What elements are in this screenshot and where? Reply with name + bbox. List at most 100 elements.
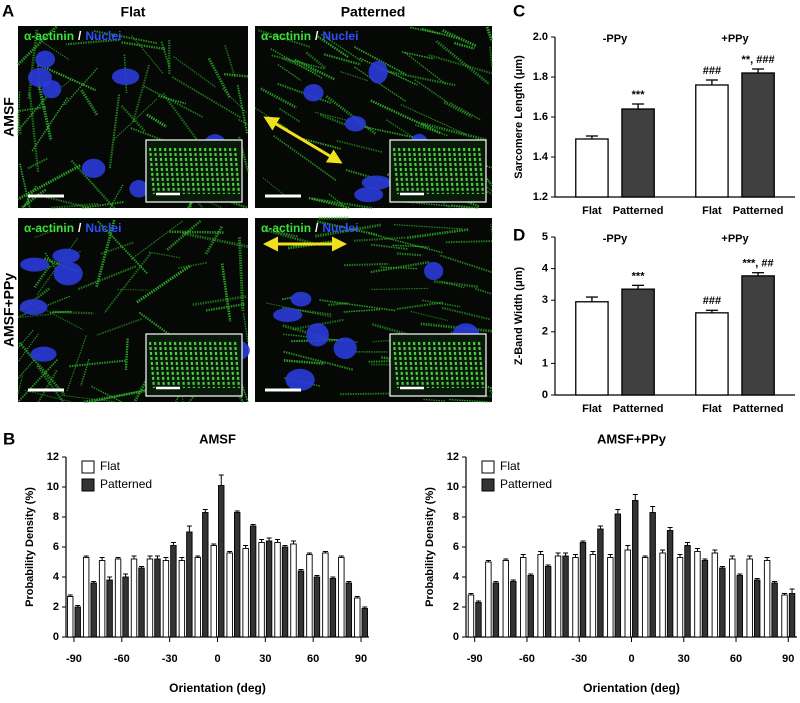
- category-label: Flat: [702, 403, 722, 415]
- fiber: [370, 243, 408, 250]
- fiber: [224, 72, 249, 78]
- panel-label: D: [513, 225, 525, 244]
- fiber: [260, 87, 298, 109]
- nucleus: [273, 308, 303, 323]
- inset-striation: [447, 341, 455, 389]
- bar: [290, 543, 297, 638]
- fiber: [224, 44, 236, 78]
- x-tick-label: 0: [214, 653, 220, 665]
- fiber: [393, 224, 463, 230]
- fiber: [368, 232, 443, 254]
- bar: [281, 546, 289, 638]
- x-tick-label: -60: [114, 653, 130, 665]
- fiber: [271, 54, 326, 70]
- legend-label: Patterned: [500, 477, 552, 491]
- legend-swatch: [81, 478, 95, 492]
- stain-separator: /: [315, 29, 319, 43]
- bar: [741, 275, 775, 396]
- fiber: [117, 288, 150, 291]
- bar: [771, 582, 778, 638]
- stain-name: α-actinin: [261, 221, 311, 235]
- fiber: [93, 30, 158, 45]
- inset-striation: [183, 147, 191, 195]
- y-tick-label: 2: [53, 601, 59, 613]
- fiber: [33, 227, 61, 239]
- fiber: [36, 81, 53, 141]
- inset-striation: [163, 341, 171, 389]
- inset-striation: [422, 147, 430, 195]
- inset-striation: [412, 147, 420, 195]
- stain-name: α-actinin: [24, 221, 74, 235]
- bar: [729, 558, 736, 638]
- row-title: AMSF: [1, 97, 17, 137]
- inset-striation: [462, 341, 470, 389]
- fiber: [130, 220, 183, 260]
- bar: [146, 558, 154, 638]
- category-label: Patterned: [613, 403, 664, 415]
- bar: [210, 545, 217, 638]
- inset-striation: [472, 341, 480, 389]
- inset-striation: [173, 341, 181, 389]
- inset-striation: [148, 147, 156, 195]
- inset-striation: [457, 147, 465, 195]
- column-title: Patterned: [341, 4, 406, 20]
- inset-striation: [168, 341, 176, 389]
- y-axis-title: Probability Density (%): [424, 487, 436, 607]
- inset-striation: [153, 147, 161, 195]
- bar: [306, 554, 313, 638]
- nucleus: [303, 84, 324, 102]
- nucleus: [42, 80, 62, 99]
- inset-striation: [223, 147, 231, 195]
- stain-name: α-actinin: [261, 29, 311, 43]
- fiber: [17, 375, 24, 394]
- bar: [485, 561, 492, 638]
- fiber: [81, 201, 124, 209]
- bar: [90, 582, 97, 638]
- fiber: [262, 177, 288, 198]
- fiber: [143, 85, 204, 118]
- fiber: [123, 54, 128, 94]
- fiber: [314, 223, 382, 238]
- fiber: [16, 114, 22, 135]
- fiber: [282, 324, 329, 340]
- fiber: [485, 26, 494, 42]
- x-tick-label: -30: [571, 653, 587, 665]
- fiber: [344, 262, 388, 267]
- fiber: [370, 260, 431, 274]
- fiber: [489, 46, 493, 67]
- fiber: [37, 63, 97, 92]
- bar: [589, 554, 597, 638]
- nuclei-name: Nuclei: [322, 221, 358, 235]
- x-tick-label: -90: [66, 653, 82, 665]
- inset-striation: [208, 147, 216, 195]
- bar: [746, 558, 753, 638]
- y-tick-label: 10: [47, 481, 59, 493]
- y-tick-label: 4: [542, 263, 549, 275]
- bar: [641, 557, 649, 638]
- bar: [701, 560, 709, 638]
- bar: [753, 579, 761, 638]
- nuclei-name: Nuclei: [85, 221, 121, 235]
- y-tick-label: 2: [542, 326, 548, 338]
- inset-striation: [402, 147, 410, 195]
- fiber: [17, 329, 34, 349]
- inset-striation: [198, 341, 206, 389]
- chart-title: AMSF: [199, 431, 236, 446]
- fiber: [353, 46, 407, 76]
- fiber: [328, 193, 346, 208]
- y-tick-label: 1.4: [533, 151, 549, 163]
- stain-label: α-actinin / Nuclei: [261, 221, 358, 235]
- nucleus: [81, 158, 106, 178]
- inset-striation: [472, 147, 480, 195]
- fiber: [83, 388, 150, 404]
- inset-striation: [477, 341, 485, 389]
- bar: [242, 548, 249, 638]
- significance-label: ***: [632, 89, 646, 101]
- fiber: [66, 38, 120, 46]
- fiber: [385, 119, 422, 144]
- fiber: [305, 51, 327, 70]
- inset-striation: [432, 147, 440, 195]
- bar: [265, 540, 273, 638]
- fiber: [18, 342, 66, 396]
